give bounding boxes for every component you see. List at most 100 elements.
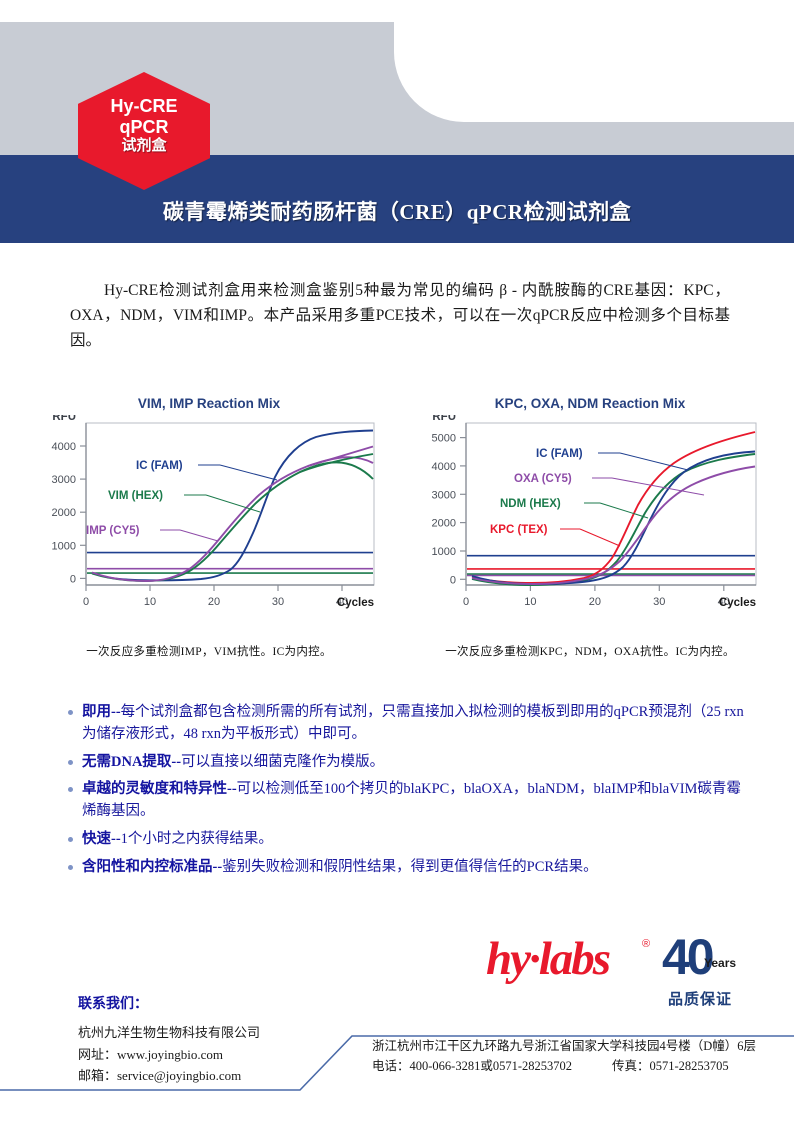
curve-kpc-tex (471, 431, 756, 584)
contact-website[interactable]: 网址：www.joyingbio.com (78, 1046, 224, 1062)
x-axis-label: Cycles (719, 597, 756, 609)
list-item: 含阳性和内控标准品--鉴别失败检测和假阴性结果，得到更值得信任的PCR结果。 (66, 857, 746, 879)
bullet-icon (68, 787, 73, 793)
x-tick-label: 10 (524, 596, 536, 608)
chart-left-title: VIM, IMP Reaction Mix (137, 396, 281, 411)
bullet-icon (68, 710, 73, 715)
contact-block: 联系我们： 杭州九洋生物生物科技有限公司 网址：www.joyingbio.co… (78, 993, 378, 1087)
annotation-oxa-cy5: OXA (CY5) (514, 473, 705, 496)
annotation-label: IC (FAM) (136, 460, 183, 472)
annotation-ic-fam: IC (FAM) (136, 460, 278, 481)
y-tick-label: 2000 (432, 518, 456, 530)
x-tick-group: 0 10 20 30 40 (83, 585, 348, 608)
feature-term: 快速-- (82, 830, 121, 847)
list-item: 快速--1个小时之内获得结果。 (66, 829, 746, 851)
annotation-label: NDM (HEX) (500, 498, 561, 510)
x-tick-label: 0 (463, 596, 469, 608)
annotation-ic-fam: IC (FAM) (536, 448, 689, 471)
x-tick-label: 10 (144, 596, 156, 608)
anniversary-years-label: Years (704, 956, 737, 970)
quality-guarantee-label: 品质保证 (668, 992, 733, 1008)
badge-line-2: qPCR (119, 117, 169, 138)
y-tick-group: 0 1000 2000 3000 4000 (52, 441, 86, 585)
banner-white-curve (394, 22, 794, 122)
hylabs-logo: hy·labs (486, 933, 611, 985)
annotation-ndm-hex: NDM (HEX) (500, 498, 649, 519)
feature-desc: 1个小时之内获得结果。 (120, 830, 273, 847)
hy-cre-qpcr-badge: Hy-CRE qPCR 试剂盒 (78, 72, 210, 190)
page-banner: Hy-CRE qPCR 试剂盒 碳青霉烯类耐药肠杆菌（CRE）qPCR检测试剂盒 (0, 0, 794, 260)
bullet-icon (68, 864, 73, 870)
x-tick-label: 0 (83, 596, 89, 608)
list-item: 无需DNA提取--可以直接以细菌克隆作为模版。 (66, 752, 746, 774)
chart-left-caption: 一次反应多重检测IMP，VIM抗性。IC为内控。 (86, 646, 332, 658)
annotation-label: VIM (HEX) (108, 490, 163, 502)
page-title: 碳青霉烯类耐药肠杆菌（CRE）qPCR检测试剂盒 (162, 200, 632, 224)
annotation-kpc-tex: KPC (TEX) (490, 524, 621, 547)
feature-desc: 可以直接以细菌克隆作为模版。 (181, 753, 385, 770)
chart-right-plot: 0 1000 2000 3000 4000 5000 0 10 20 (404, 411, 776, 635)
y-tick-label: 1000 (432, 546, 456, 558)
y-tick-label: 2000 (52, 507, 76, 519)
y-tick-label: 5000 (432, 433, 456, 445)
badge-line-1: Hy-CRE (110, 96, 178, 116)
annotation-label: IC (FAM) (536, 448, 583, 460)
intro-text: Hy-CRE检测试剂盒用来检测盒鉴别5种最为常见的编码 β - 内酰胺酶的CRE… (70, 282, 730, 350)
y-tick-label: 0 (450, 574, 456, 586)
logo-area: hy·labs ® 40 Years 品质保证 (486, 932, 736, 1010)
x-tick-label: 30 (272, 596, 284, 608)
address-line: 浙江杭州市江干区九环路九号浙江省国家大学科技园4号楼（D幢）6层 (372, 1039, 757, 1053)
phone-label: 电话：400-066-3281或0571-28253702 (372, 1059, 572, 1074)
annotation-vim-hex: VIM (HEX) (108, 490, 261, 513)
y-tick-label: 4000 (432, 461, 456, 473)
list-item: 即用--每个试剂盒都包含检测所需的所有试剂，只需直接加入拟检测的模板到即用的qP… (66, 702, 746, 746)
badge-line-3: 试剂盒 (121, 138, 167, 155)
phone-fax-line: 电话：400-066-3281或0571-28253702 传真：0571-282… (372, 1056, 782, 1076)
y-axis-label: RFU (52, 415, 76, 423)
chart-right-caption: 一次反应多重检测KPC，NDM，OXA抗性。IC为内控。 (445, 646, 735, 658)
footer-divider (0, 1035, 794, 1091)
list-item: 卓越的灵敏度和特异性--可以检测低至100个拷贝的blaKPC，blaOXA，b… (66, 779, 746, 823)
chart-kpc-oxa-ndm: KPC, OXA, NDM Reaction Mix 0 1000 2000 3… (404, 396, 776, 659)
chart-left-plot: 0 1000 2000 3000 4000 0 10 20 30 (24, 411, 394, 635)
annotation-label: OXA (CY5) (514, 473, 572, 485)
chart-right-svg: 0 1000 2000 3000 4000 5000 0 10 20 (432, 411, 757, 609)
feature-term: 无需DNA提取-- (82, 753, 182, 770)
y-tick-group: 0 1000 2000 3000 4000 5000 (432, 433, 466, 586)
y-tick-label: 3000 (432, 489, 456, 501)
contact-email[interactable]: 邮箱：service@joyingbio.com (78, 1068, 242, 1084)
contact-company: 杭州九洋生物生物科技有限公司 (78, 1025, 261, 1040)
x-tick-label: 40 (336, 596, 348, 608)
anniversary-40-logo: 40 (662, 929, 715, 985)
annotation-label: KPC (TEX) (490, 524, 548, 536)
x-tick-label: 20 (208, 596, 220, 608)
fax-label: 传真：0571-28253705 (612, 1059, 729, 1074)
intro-paragraph: Hy-CRE检测试剂盒用来检测盒鉴别5种最为常见的编码 β - 内酰胺酶的CRE… (70, 278, 730, 353)
address-block: 浙江杭州市江干区九环路九号浙江省国家大学科技园4号楼（D幢）6层 电话：400-… (372, 1036, 782, 1077)
x-tick-label: 20 (589, 596, 601, 608)
chart-left-svg: 0 1000 2000 3000 4000 0 10 20 30 (52, 411, 375, 609)
curve-vim-hex-tail (299, 453, 374, 473)
feature-term: 含阳性和内控标准品-- (82, 858, 223, 875)
y-tick-label: 0 (70, 573, 76, 585)
chart-vim-imp: VIM, IMP Reaction Mix 0 1000 2000 3000 4… (24, 396, 394, 659)
y-tick-label: 4000 (52, 441, 76, 453)
bullet-icon (68, 759, 73, 765)
x-tick-label: 40 (718, 596, 730, 608)
x-tick-label: 30 (653, 596, 665, 608)
y-axis-label: RFU (432, 415, 456, 423)
feature-desc: 可以检测低至100个拷贝的blaKPC，blaOXA，blaNDM，blaIMP… (82, 781, 741, 819)
x-axis-label: Cycles (337, 597, 374, 609)
chart-right-title: KPC, OXA, NDM Reaction Mix (494, 396, 686, 411)
plot-frame (85, 422, 375, 586)
y-tick-label: 3000 (52, 474, 76, 486)
feature-desc: 每个试剂盒都包含检测所需的所有试剂，只需直接加入拟检测的模板到即用的qPCR预混… (82, 704, 744, 742)
footer-rule-path (0, 1035, 794, 1091)
feature-term: 卓越的灵敏度和特异性-- (82, 781, 237, 798)
y-tick-label: 1000 (52, 540, 76, 552)
badge-text: Hy-CRE qPCR 试剂盒 (78, 96, 210, 156)
feature-desc: 鉴别失败检测和假阴性结果，得到更值得信任的PCR结果。 (222, 858, 598, 875)
feature-term: 即用-- (82, 704, 121, 720)
features-list: 即用--每个试剂盒都包含检测所需的所有试剂，只需直接加入拟检测的模板到即用的qP… (66, 702, 746, 884)
curve-oxa-cy5 (471, 465, 756, 585)
